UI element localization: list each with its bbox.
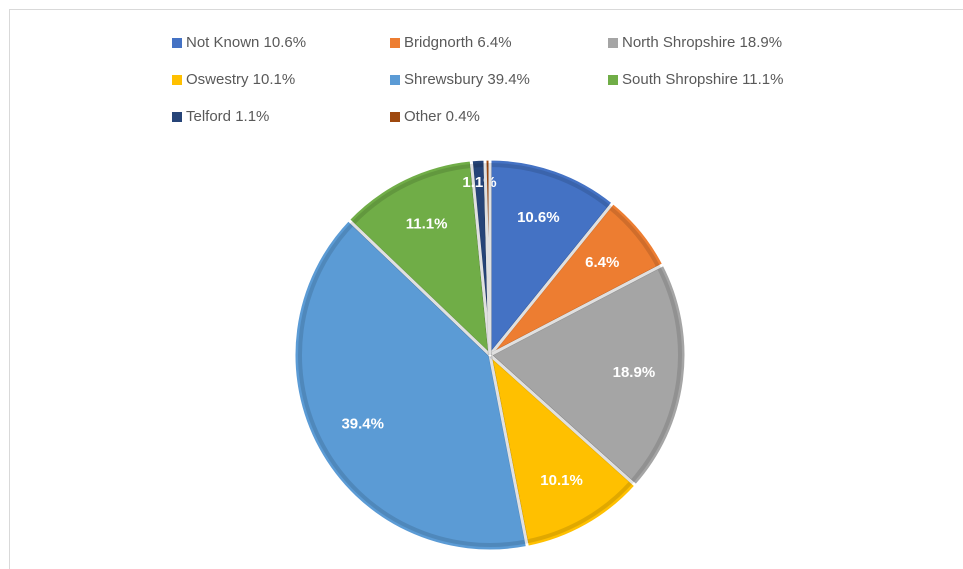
legend-swatch: [172, 75, 182, 85]
data-label: 6.4%: [585, 254, 619, 271]
legend-label: Telford 1.1%: [186, 108, 269, 125]
data-label: 39.4%: [341, 416, 384, 433]
legend-label: Bridgnorth 6.4%: [404, 34, 512, 51]
slice-edge: [486, 264, 682, 485]
slice-edge: [488, 162, 613, 361]
legend-swatch: [390, 75, 400, 85]
legend-swatch: [172, 112, 182, 122]
slice-edge: [486, 349, 635, 544]
pie-slice: [483, 157, 492, 357]
legend-label: North Shropshire 18.9%: [622, 34, 782, 51]
legend-swatch: [390, 112, 400, 122]
legend-label: Oswestry 10.1%: [186, 71, 295, 88]
pie-slice: [292, 218, 529, 553]
pie-slice: [488, 353, 638, 549]
slice-edge: [349, 163, 493, 361]
legend-label: South Shropshire 11.1%: [622, 71, 784, 88]
pie-slice: [346, 158, 492, 357]
legend-label: Other 0.4%: [404, 108, 480, 125]
data-label: 18.9%: [613, 364, 656, 381]
legend-label: Not Known 10.6%: [186, 34, 306, 51]
pie-slice: [488, 157, 615, 357]
legend-swatch: [608, 38, 618, 48]
slice-edge: [298, 220, 529, 547]
pie-slice: [488, 262, 688, 488]
slice-edge: [483, 162, 492, 356]
legend-swatch: [390, 38, 400, 48]
data-label: 10.1%: [540, 472, 583, 489]
legend-swatch: [608, 75, 618, 85]
legend-label: Shrewsbury 39.4%: [404, 71, 530, 88]
legend-swatch: [172, 38, 182, 48]
data-label: 11.1%: [406, 215, 448, 232]
data-label: 10.6%: [517, 209, 560, 226]
